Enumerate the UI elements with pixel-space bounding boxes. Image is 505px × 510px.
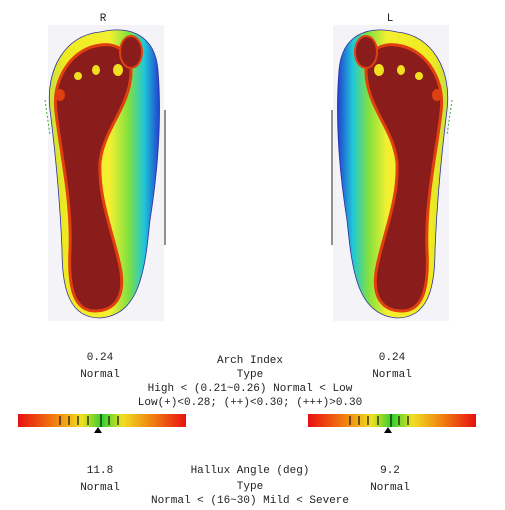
arch-left-value: 0.24 xyxy=(379,352,406,364)
right-label: R xyxy=(100,13,107,25)
hallux-left-type: Normal xyxy=(370,482,410,494)
arch-right-value: 0.24 xyxy=(87,352,114,364)
arch-title: Arch Index xyxy=(217,355,283,367)
hallux-right-value: 11.8 xyxy=(87,465,113,477)
hallux-subtitle: Type xyxy=(237,481,263,493)
right-gauge xyxy=(18,413,186,433)
left-label: L xyxy=(387,13,394,25)
hallux-title: Hallux Angle (deg) xyxy=(191,465,310,477)
hallux-right-type: Normal xyxy=(80,482,120,494)
left-gauge xyxy=(308,413,476,433)
arch-left-type: Normal xyxy=(372,369,412,381)
hallux-scale: Normal < (16~30) Mild < Severe xyxy=(151,495,349,507)
arch-subtitle: Type xyxy=(237,369,263,381)
arch-levels: Low(+)<0.28; (++)<0.30; (+++)>0.30 xyxy=(138,397,362,409)
right-foot-map xyxy=(43,23,167,323)
hallux-left-value: 9.2 xyxy=(380,465,400,477)
arch-right-type: Normal xyxy=(80,369,120,381)
arch-scale: High < (0.21~0.26) Normal < Low xyxy=(148,383,353,395)
left-foot-map xyxy=(330,23,454,323)
